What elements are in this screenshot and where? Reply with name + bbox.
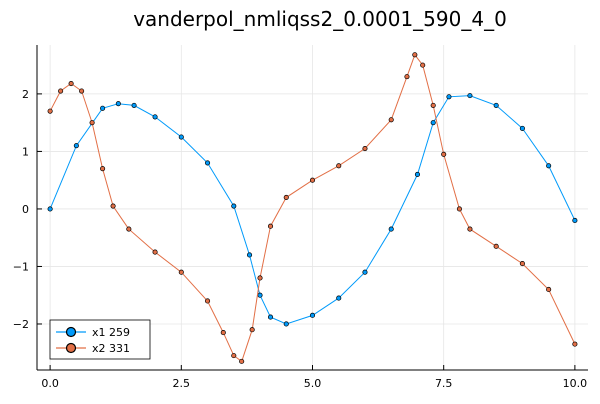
legend-label-1: x1 259: [92, 326, 130, 339]
x-tick-label-1: 2.5: [173, 377, 191, 390]
series-2-point-16: [267, 223, 274, 229]
legend-label-2: x2 331: [92, 342, 130, 355]
series-2-point-13: [239, 358, 245, 364]
series-2-point-24: [420, 62, 426, 68]
series-2-point-7: [126, 226, 132, 232]
series-2-point-28: [467, 226, 473, 232]
series-2-point-3: [79, 88, 85, 94]
x-tick-label-4: 10.0: [563, 377, 588, 390]
y-tick-label-3: 1: [22, 145, 29, 158]
x-tick-label-2: 5.0: [304, 377, 322, 390]
series-1-point-15: [362, 269, 368, 275]
series-1-point-13: [309, 312, 316, 318]
series-2-point-22: [404, 74, 410, 80]
series-1-point-23: [546, 163, 552, 169]
legend-marker-1: [65, 326, 77, 338]
series-1-point-24: [572, 217, 578, 223]
series-2-point-30: [519, 261, 525, 267]
series-2-point-32: [572, 341, 578, 347]
y-tick-label-0: −2: [13, 318, 29, 331]
series-2-point-25: [430, 102, 436, 108]
series-2-point-17: [283, 194, 289, 200]
series-1: [47, 93, 578, 327]
series-1-point-8: [231, 203, 237, 209]
y-tick-label-1: −1: [13, 260, 29, 273]
series-2-point-12: [231, 353, 237, 359]
series-2-point-29: [493, 243, 499, 249]
series-2-point-15: [257, 275, 263, 281]
series-2-point-21: [388, 117, 394, 123]
series-1-point-4: [131, 102, 137, 108]
series-1-point-0: [47, 206, 53, 212]
series-2-point-20: [362, 145, 368, 152]
chart-title: vanderpol_nmliqss2_0.0001_590_4_0: [133, 7, 507, 31]
series-2-point-31: [546, 286, 552, 293]
y-tick-label-4: 2: [22, 88, 29, 101]
series-2-point-8: [152, 249, 158, 255]
series-1-point-10: [257, 292, 263, 298]
legend-marker-2: [65, 342, 77, 354]
series-2-point-23: [412, 52, 418, 58]
series-1-point-12: [283, 321, 289, 327]
legend-box: [49, 319, 151, 360]
series-1-point-18: [430, 120, 436, 126]
series-1-point-19: [446, 94, 452, 100]
series-2-point-4: [89, 120, 95, 126]
series-2-point-6: [110, 203, 116, 209]
series-2-point-10: [204, 298, 211, 304]
series-1-point-3: [115, 101, 121, 107]
series-2-point-2: [68, 80, 74, 87]
series-1-point-11: [267, 314, 274, 320]
series-2-point-18: [309, 177, 316, 183]
series-1-point-5: [152, 114, 158, 120]
series-2-point-19: [336, 163, 342, 169]
series-layer: [47, 52, 578, 364]
x-tick-label-3: 7.5: [435, 377, 453, 390]
series-2-point-11: [220, 330, 226, 336]
series-1-point-6: [178, 134, 184, 140]
series-2-point-1: [58, 88, 64, 94]
series-1-point-16: [388, 226, 394, 232]
series-2-point-27: [456, 206, 462, 212]
series-1-point-9: [246, 252, 253, 258]
series-1-point-2: [100, 105, 106, 111]
series-1-point-1: [73, 143, 79, 149]
legend: x1 259 x2 331: [49, 319, 151, 360]
series-2-point-9: [178, 269, 184, 275]
series-1-point-22: [519, 125, 525, 131]
axis-layer: 0.0 2.5 5.0 7.5 10.0 −2 −1 0 1 2: [13, 45, 588, 390]
series-2: [47, 52, 578, 364]
series-2-point-14: [249, 327, 255, 333]
series-1-point-20: [467, 93, 473, 99]
y-tick-label-2: 0: [22, 203, 29, 216]
series-2-point-26: [441, 151, 447, 157]
x-tick-label-0: 0.0: [41, 377, 59, 390]
series-1-point-17: [414, 171, 421, 177]
series-2-point-0: [47, 108, 53, 114]
series-1-point-21: [493, 102, 499, 108]
series-1-point-14: [336, 295, 342, 301]
series-1-point-7: [204, 160, 211, 166]
series-2-point-5: [100, 166, 106, 172]
